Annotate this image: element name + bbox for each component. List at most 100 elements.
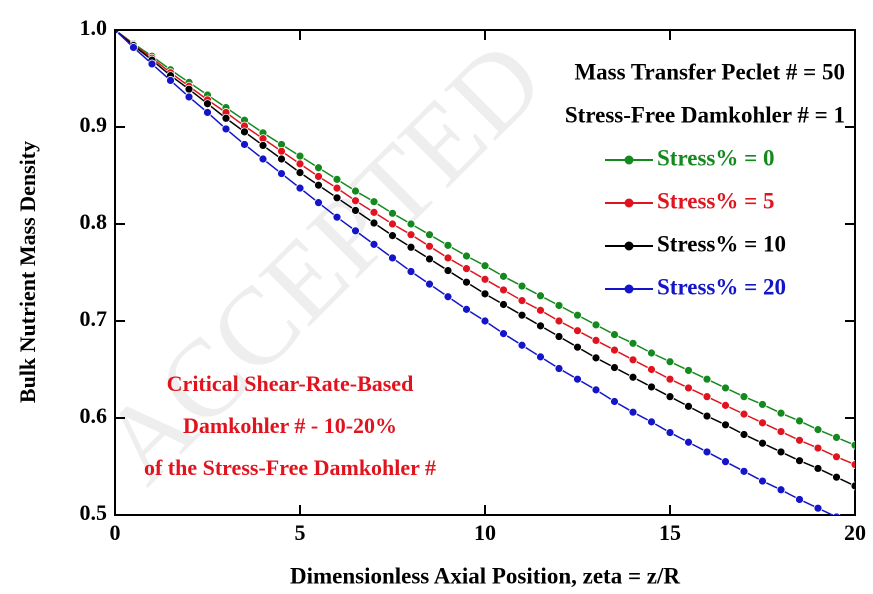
data-point (573, 342, 582, 352)
data-point (610, 330, 619, 339)
data-point (721, 383, 730, 393)
legend-label: Stress% = 10 (657, 231, 786, 256)
data-point (443, 266, 453, 275)
annotation: Mass Transfer Peclet # = 50 (574, 59, 845, 84)
data-point (221, 113, 231, 123)
data-point (628, 355, 638, 365)
y-tick-label: 0.7 (80, 306, 108, 331)
data-point (591, 353, 601, 363)
data-point (554, 316, 564, 326)
annotation-note: of the Stress-Free Damkohler # (144, 455, 436, 480)
y-tick-label: 1.0 (80, 15, 108, 40)
data-point (499, 329, 508, 339)
data-point (665, 428, 675, 437)
data-point (628, 407, 638, 417)
data-point (277, 154, 286, 164)
data-point (628, 338, 638, 348)
data-point (406, 242, 416, 252)
data-point (351, 186, 360, 196)
data-point (480, 274, 490, 284)
data-point (277, 169, 286, 178)
data-point (406, 230, 416, 240)
data-point (147, 59, 157, 69)
data-point (536, 291, 545, 301)
data-point (702, 447, 712, 457)
data-point (758, 400, 767, 409)
data-point (795, 495, 804, 504)
x-tick-label: 5 (295, 520, 306, 545)
data-point (295, 159, 305, 169)
data-point (351, 196, 360, 206)
data-point (332, 193, 342, 203)
data-point (610, 397, 619, 406)
data-point (554, 364, 564, 373)
data-point (776, 485, 786, 495)
data-point (684, 437, 693, 447)
data-point (517, 281, 527, 291)
data-point (425, 279, 434, 289)
data-point (499, 300, 508, 309)
data-point (850, 481, 855, 491)
data-point (721, 400, 730, 410)
data-point (295, 151, 305, 161)
data-point (221, 124, 231, 134)
data-point (184, 92, 194, 102)
data-point (573, 374, 582, 384)
legend-swatch (624, 198, 634, 208)
data-point (832, 432, 841, 442)
x-tick-label: 10 (474, 520, 496, 545)
data-point (425, 241, 434, 251)
data-point (647, 348, 656, 358)
data-point (203, 108, 212, 117)
data-point (369, 207, 379, 217)
data-point (850, 440, 855, 450)
data-point (665, 392, 675, 402)
data-point (295, 168, 305, 177)
data-point (610, 345, 619, 355)
data-point (517, 310, 527, 320)
data-point (665, 357, 675, 367)
data-point (480, 261, 490, 271)
data-point (517, 340, 527, 350)
data-point (665, 374, 675, 384)
data-point (758, 476, 767, 486)
data-point (240, 140, 249, 149)
y-tick-label: 0.8 (80, 209, 108, 234)
annotation: Stress-Free Damkohler # = 1 (565, 102, 845, 127)
data-point (832, 452, 841, 462)
data-point (647, 382, 656, 392)
data-point (425, 254, 434, 264)
data-point (739, 466, 749, 476)
data-point (388, 253, 397, 263)
data-point (406, 219, 416, 229)
x-axis-label: Dimensionless Axial Position, zeta = z/R (290, 563, 680, 588)
data-point (610, 363, 619, 372)
data-point (591, 385, 601, 395)
y-axis-label: Bulk Nutrient Mass Density (15, 141, 40, 403)
data-point (776, 408, 786, 418)
data-point (332, 174, 342, 184)
data-point (776, 447, 786, 457)
data-point (758, 438, 767, 448)
data-point (203, 99, 212, 109)
data-point (517, 296, 527, 306)
data-point (240, 127, 249, 137)
data-point (795, 456, 804, 466)
data-point (721, 457, 730, 467)
data-point (813, 464, 823, 473)
y-tick-label: 0.6 (80, 403, 108, 428)
legend-label: Stress% = 0 (657, 145, 774, 170)
data-point (795, 416, 804, 426)
data-point (277, 146, 286, 156)
data-point (536, 305, 545, 315)
data-point (573, 310, 582, 320)
data-point (388, 219, 397, 229)
y-tick-label: 0.5 (80, 500, 108, 525)
data-point (314, 198, 323, 208)
data-point (443, 253, 453, 263)
data-point (351, 226, 360, 236)
legend-label: Stress% = 20 (657, 274, 786, 299)
x-tick-label: 20 (844, 520, 866, 545)
data-point (258, 154, 268, 164)
data-point (832, 512, 841, 515)
